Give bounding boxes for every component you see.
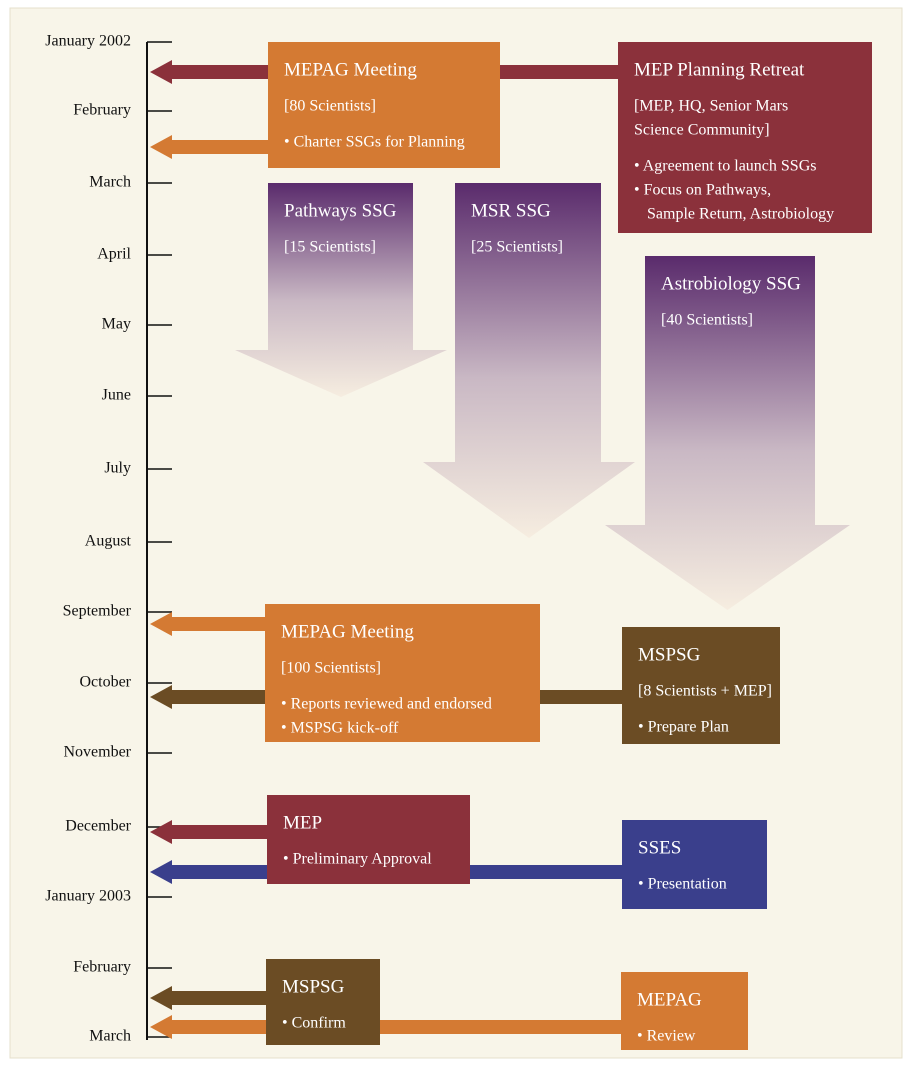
box-bullet: • Reports reviewed and endorsed: [281, 696, 492, 713]
box-title: MEP Planning Retreat: [634, 59, 805, 80]
month-label: June: [102, 387, 131, 404]
box-note: [MEP, HQ, Senior Mars: [634, 98, 788, 115]
box-note: Science Community]: [634, 122, 770, 139]
box-title: MEPAG: [637, 989, 702, 1010]
box-title: MSR SSG: [471, 200, 551, 221]
arrow-shaft: [168, 825, 267, 839]
box-bullet: • Preliminary Approval: [283, 851, 432, 868]
box-note: [100 Scientists]: [281, 660, 381, 677]
box-title: MEPAG Meeting: [284, 59, 417, 80]
month-label: March: [89, 174, 131, 191]
box-title: MEP: [283, 812, 322, 833]
box-note: [8 Scientists + MEP]: [638, 683, 772, 700]
box-title: MSPSG: [638, 644, 701, 665]
month-label: November: [63, 744, 131, 761]
box-bullet: • Focus on Pathways,: [634, 182, 771, 199]
month-label: December: [65, 818, 131, 835]
arrow-shaft: [168, 1020, 621, 1034]
box-note: [40 Scientists]: [661, 312, 753, 329]
month-label: March: [89, 1028, 131, 1045]
arrow-head: [150, 135, 172, 159]
box-bullet: • Prepare Plan: [638, 719, 729, 736]
box: [618, 42, 872, 233]
month-label: January 2002: [45, 33, 131, 50]
box-bullet: • Confirm: [282, 1015, 346, 1032]
box-title: MSPSG: [282, 976, 345, 997]
ssg-arrow: [235, 183, 447, 397]
month-label: February: [73, 959, 131, 976]
month-label: October: [79, 674, 131, 691]
box-bullet: • Charter SSGs for Planning: [284, 134, 465, 151]
arrow-head: [150, 820, 172, 844]
box: [268, 42, 500, 168]
box-title: Pathways SSG: [284, 200, 397, 221]
box-title: MEPAG Meeting: [281, 621, 414, 642]
box-bullet: • MSPSG kick-off: [281, 720, 399, 737]
arrow-shaft: [168, 991, 266, 1005]
month-label: May: [102, 316, 131, 333]
box: [621, 972, 748, 1050]
box: [267, 795, 470, 884]
arrow-head: [150, 986, 172, 1010]
box-bullet: • Review: [637, 1028, 696, 1045]
arrow-shaft: [168, 140, 268, 154]
month-label: July: [104, 460, 131, 477]
box-note: [15 Scientists]: [284, 239, 376, 256]
ssg-arrow: [423, 183, 635, 538]
box-bullet: Sample Return, Astrobiology: [647, 206, 834, 223]
box: [266, 959, 380, 1045]
box: [265, 604, 540, 742]
arrow-head: [150, 1015, 172, 1039]
box-note: [80 Scientists]: [284, 98, 376, 115]
month-label: August: [85, 533, 132, 550]
box-title: SSES: [638, 837, 681, 858]
box: [622, 820, 767, 909]
box: [622, 627, 780, 744]
ssg-arrow: [605, 256, 850, 610]
arrow-head: [150, 860, 172, 884]
box-bullet: • Agreement to launch SSGs: [634, 158, 816, 175]
month-label: September: [63, 603, 132, 620]
month-label: February: [73, 102, 131, 119]
box-bullet: • Presentation: [638, 876, 727, 893]
arrow-head: [150, 612, 172, 636]
month-label: January 2003: [45, 888, 131, 905]
arrow-shaft: [168, 617, 265, 631]
box-title: Astrobiology SSG: [661, 273, 801, 294]
arrow-head: [150, 60, 172, 84]
box-note: [25 Scientists]: [471, 239, 563, 256]
arrow-head: [150, 685, 172, 709]
month-label: April: [97, 246, 131, 263]
